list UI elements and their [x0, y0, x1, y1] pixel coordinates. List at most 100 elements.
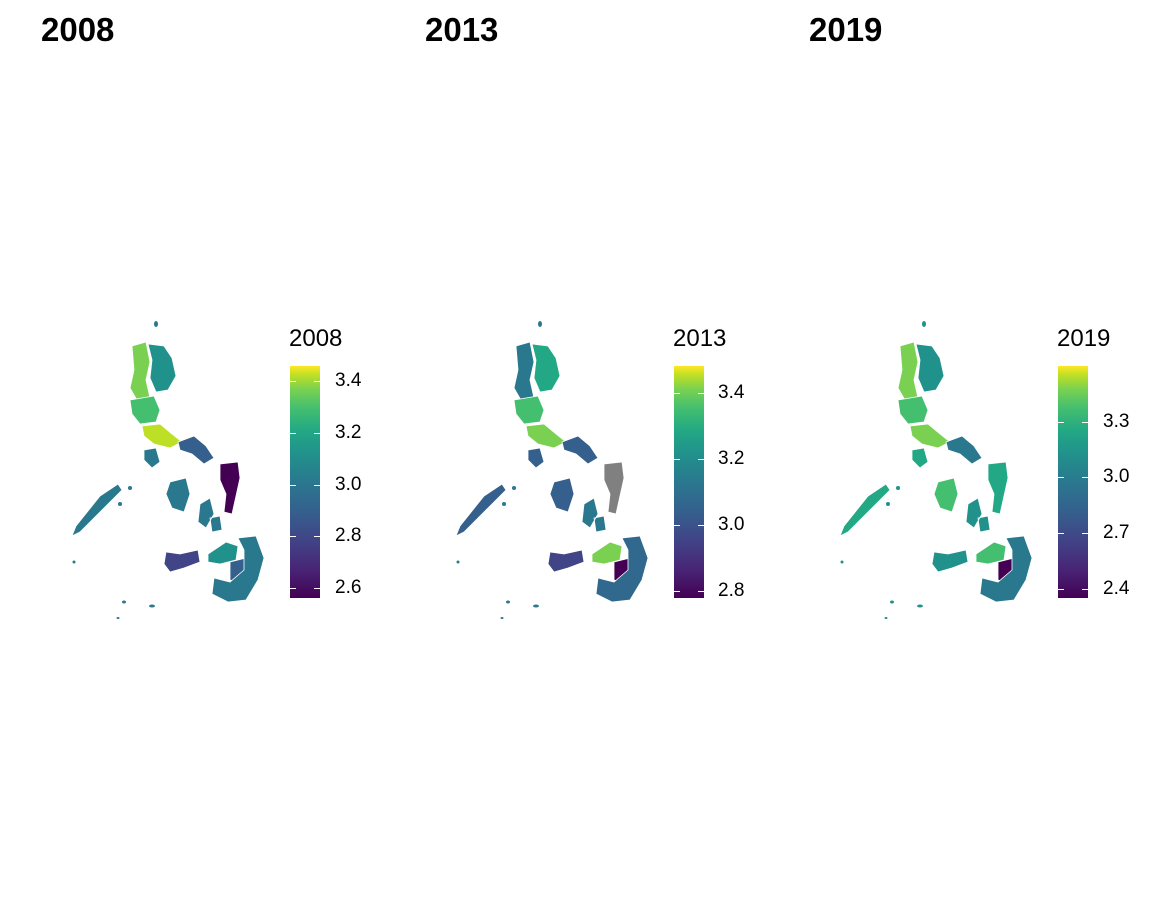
islet: [149, 604, 155, 608]
islet: [533, 604, 539, 608]
region-northern-mindanao: [975, 541, 1007, 565]
legend-tick-label: 3.0: [335, 473, 362, 495]
legend-tick-label: 3.4: [335, 370, 362, 392]
islet: [890, 600, 894, 604]
islet: [922, 321, 926, 327]
legend-tick-mark: [1058, 477, 1064, 479]
legend-tick-mark: [314, 381, 320, 383]
islet: [128, 486, 132, 490]
islet: [506, 600, 510, 604]
legend-tick-label: 3.2: [335, 422, 362, 444]
region-zamboanga: [547, 549, 585, 573]
legend-tick-mark: [1058, 533, 1064, 535]
legend-tick-label: 2.7: [1103, 522, 1130, 544]
legend-tick-mark: [674, 525, 680, 527]
region-cagayan: [531, 343, 561, 393]
legend-tick-mark: [290, 381, 296, 383]
islet: [72, 560, 76, 564]
islet: [896, 486, 900, 490]
region-bicol: [945, 435, 983, 465]
region-mimaropa: [71, 447, 161, 537]
panel-2008: 2008 2008 2.6 2.8 3.0 3.2 3.4: [0, 0, 384, 921]
region-central-visayas: [581, 497, 607, 533]
legend-tick-label: 3.4: [718, 381, 745, 403]
color-scale-bar: [290, 366, 320, 598]
region-davao-caraga: [595, 535, 649, 603]
philippines-map: [455, 321, 649, 619]
islet: [917, 604, 923, 608]
legend-tick-label: 2.8: [335, 525, 362, 547]
region-central-luzon: [129, 395, 161, 425]
legend-tick-mark: [698, 392, 704, 394]
region-davao-caraga: [211, 535, 265, 603]
panel-2019: 2019 2019 2.4 2.7 3.0 3.3: [768, 0, 1152, 921]
legend-tick-mark: [290, 536, 296, 538]
region-central-luzon: [897, 395, 929, 425]
islet: [154, 321, 158, 327]
legend-tick-mark: [698, 458, 704, 460]
region-eastern-visayas: [603, 461, 625, 515]
legend-tick-mark: [314, 484, 320, 486]
legend-tick-mark: [674, 392, 680, 394]
islet: [456, 560, 460, 564]
legend-tick-mark: [314, 587, 320, 589]
region-western-visayas: [165, 477, 191, 513]
islet: [840, 560, 844, 564]
panel-2013: 2013 2013 2.8 3.0 3.2 3.4: [384, 0, 768, 921]
legend-tick-label: 3.2: [718, 447, 745, 469]
legend-tick-mark: [1082, 588, 1088, 590]
region-central-visayas: [197, 497, 223, 533]
legend-tick-label: 3.0: [1103, 466, 1130, 488]
region-central-luzon: [513, 395, 545, 425]
islet: [538, 321, 542, 327]
region-zamboanga: [931, 549, 969, 573]
legend-tick-mark: [290, 433, 296, 435]
legend-tick-label: 2.4: [1103, 577, 1130, 599]
legend-tick-mark: [698, 525, 704, 527]
islet: [502, 502, 506, 506]
islet: [500, 617, 504, 619]
philippines-map: [71, 321, 265, 619]
region-eastern-visayas: [987, 461, 1009, 515]
legend-tick-mark: [674, 458, 680, 460]
legend-title: 2008: [289, 325, 343, 352]
region-cagayan: [147, 343, 177, 393]
region-ilocos: [129, 341, 151, 403]
region-calabarzon: [909, 423, 951, 449]
legend-tick-mark: [290, 484, 296, 486]
panel-title: 2008: [41, 11, 115, 48]
region-calabarzon: [141, 423, 183, 449]
legend-tick-label: 3.3: [1103, 410, 1130, 432]
color-scale-bar: [674, 366, 704, 598]
panel-title: 2019: [809, 11, 883, 48]
legend-tick-mark: [1082, 477, 1088, 479]
legend-title: 2019: [1057, 325, 1111, 352]
region-ilocos: [513, 341, 535, 403]
region-ilocos: [897, 341, 919, 403]
legend-tick-label: 2.6: [335, 576, 362, 598]
legend-title: 2013: [673, 325, 727, 352]
region-bicol: [177, 435, 215, 465]
region-western-visayas: [549, 477, 575, 513]
panel-title: 2013: [425, 11, 499, 48]
region-davao-caraga: [979, 535, 1033, 603]
legend-tick-label: 3.0: [718, 514, 745, 536]
legend-tick-mark: [314, 433, 320, 435]
region-northern-mindanao: [591, 541, 623, 565]
region-cagayan: [915, 343, 945, 393]
islet: [116, 617, 120, 619]
islet: [118, 502, 122, 506]
islet: [884, 617, 888, 619]
region-central-visayas: [965, 497, 991, 533]
region-eastern-visayas: [219, 461, 241, 515]
legend-tick-mark: [674, 591, 680, 593]
islet: [512, 486, 516, 490]
region-calabarzon: [525, 423, 567, 449]
region-western-visayas: [933, 477, 959, 513]
region-mimaropa: [455, 447, 545, 537]
legend-tick-mark: [290, 587, 296, 589]
legend-tick-mark: [1058, 421, 1064, 423]
legend-tick-mark: [1058, 588, 1064, 590]
legend-tick-mark: [698, 591, 704, 593]
color-scale-bar: [1058, 366, 1088, 598]
